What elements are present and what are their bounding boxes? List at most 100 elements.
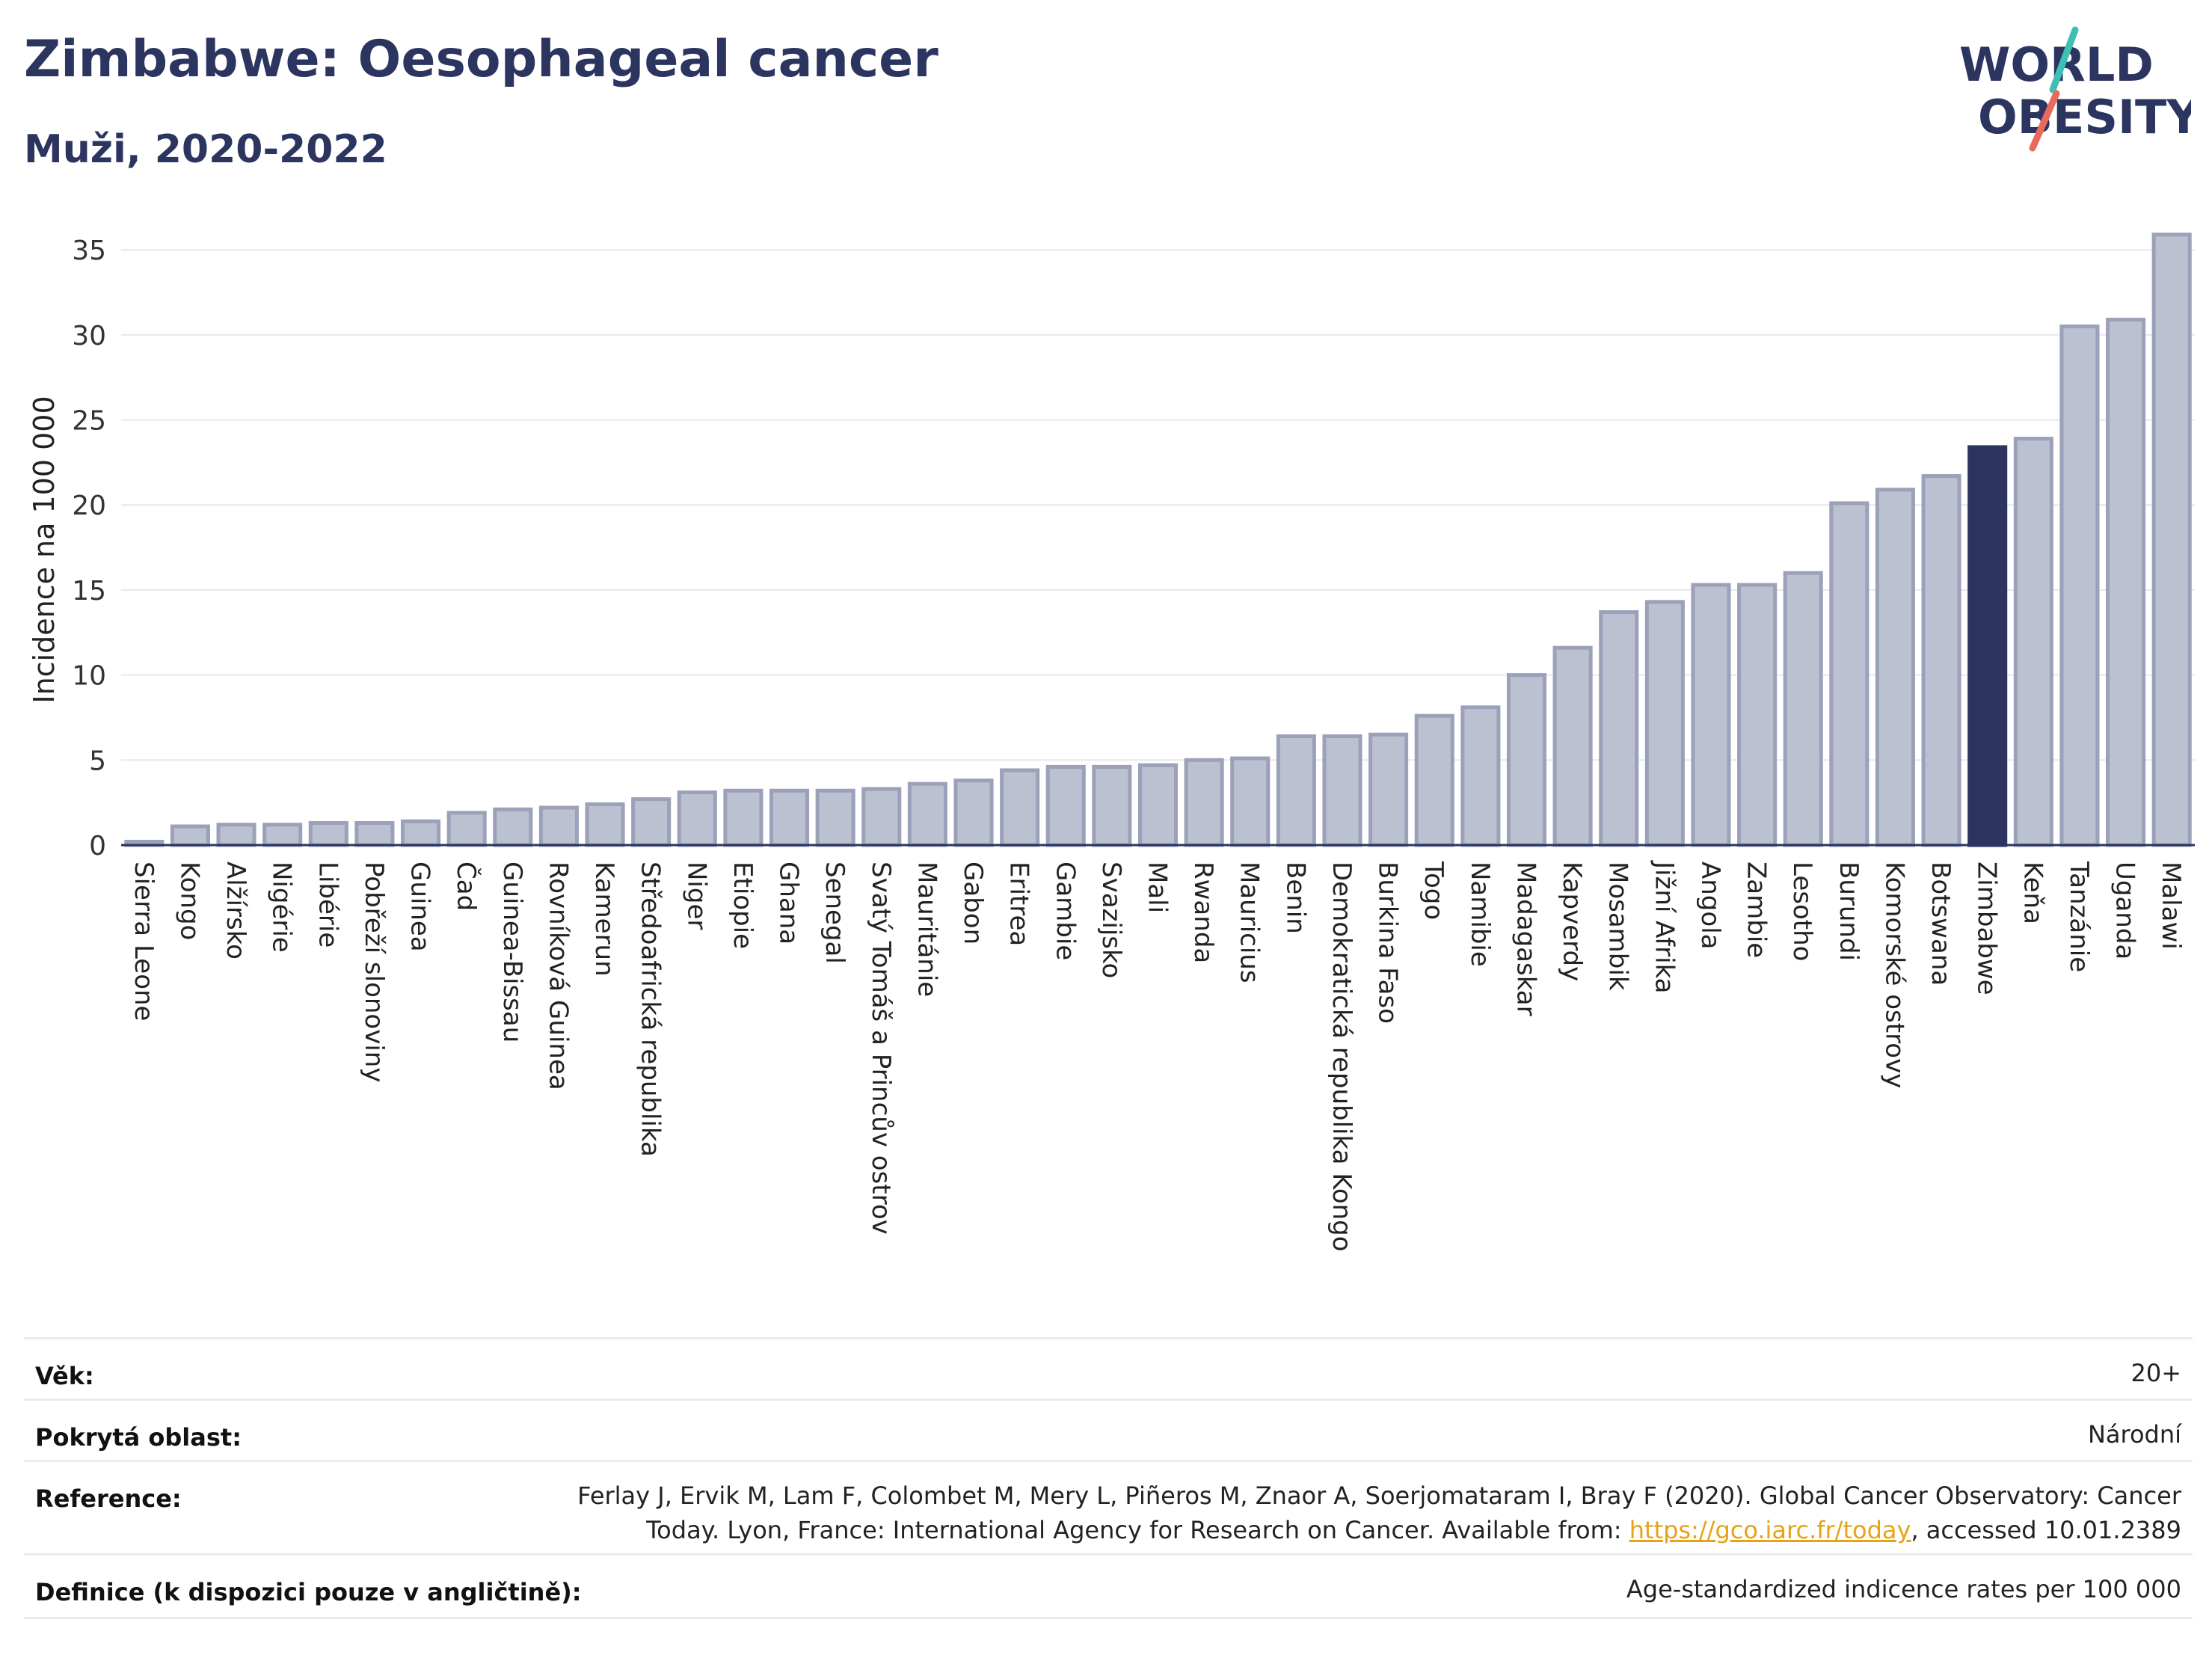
meta-row: Pokrytá oblast: Národní bbox=[24, 1398, 2193, 1462]
bar-niger bbox=[677, 790, 717, 847]
bar-madagaskar bbox=[1506, 673, 1547, 847]
bar-gambie bbox=[1045, 764, 1086, 847]
x-tick-label: Sierra Leone bbox=[129, 862, 159, 1021]
y-tick-label: 30 bbox=[72, 321, 106, 351]
x-tick-label: Madagaskar bbox=[1511, 862, 1540, 1016]
x-tick-label: Kapverdy bbox=[1557, 862, 1587, 981]
x-tick-label: Burkina Faso bbox=[1373, 862, 1403, 1024]
x-tick-label: Gambie bbox=[1050, 862, 1080, 960]
bar-kamerun bbox=[585, 802, 625, 847]
x-tick-label: Svatý Tomáš a Princův ostrov bbox=[866, 862, 896, 1235]
bar-burundi bbox=[1829, 501, 1870, 847]
bar-angola bbox=[1691, 583, 1731, 847]
bar-rwanda bbox=[1184, 758, 1224, 847]
x-tick-label: Eritrea bbox=[1004, 862, 1034, 946]
x-tick-label: Mauritánie bbox=[912, 862, 941, 997]
bar-uganda bbox=[2106, 317, 2146, 847]
x-tick-label: Etiopie bbox=[728, 862, 758, 949]
meta-divider bbox=[24, 1617, 2193, 1619]
bar-demokratická-republika-kongo bbox=[1322, 734, 1362, 847]
x-tick-label: Mauricius bbox=[1235, 862, 1265, 983]
bar-středoafrická-republika bbox=[631, 797, 672, 847]
bar-chart: 0 5 10 15 20 25 30 35 Incidence na 100 000 Sierra… bbox=[28, 233, 2195, 1252]
bar-mauritánie bbox=[907, 782, 947, 847]
x-tick-label: Gabon bbox=[958, 862, 988, 945]
bar-zambie bbox=[1737, 583, 1778, 847]
x-tick-label: Demokratická republika Kongo bbox=[1327, 862, 1357, 1252]
x-tick-label: Senegal bbox=[820, 862, 850, 964]
bar-komorské-ostrovy bbox=[1875, 488, 1915, 847]
logo-slash-coral bbox=[2029, 90, 2060, 152]
meta-row: Reference: Ferlay J, Ervik M, Lam F, Colo… bbox=[24, 1460, 2193, 1556]
bar-namibie bbox=[1460, 705, 1501, 847]
x-tick-label: Uganda bbox=[2110, 862, 2140, 959]
x-tick-label: Nigérie bbox=[267, 862, 297, 953]
bar-mauricius bbox=[1230, 756, 1271, 847]
bar-čad bbox=[446, 811, 487, 847]
y-tick-label: 5 bbox=[89, 746, 106, 776]
x-tick-label: Zimbabwe bbox=[1972, 862, 2002, 995]
bar-guinea-bissau bbox=[493, 807, 533, 847]
x-tick-label: Zambie bbox=[1742, 862, 1772, 958]
meta-value: Ferlay J, Ervik M, Lam F, Colombet M, Me… bbox=[577, 1481, 2181, 1544]
x-tick-label: Keňa bbox=[2018, 862, 2047, 924]
meta-label: Definice (k dispozici pouze v angličtině… bbox=[35, 1578, 582, 1606]
logo-line2: OBESITY bbox=[1978, 90, 2191, 144]
bar-eritrea bbox=[1000, 768, 1040, 847]
x-tick-label: Malawi bbox=[2156, 862, 2186, 950]
x-tick-label: Jižní Afrika bbox=[1649, 860, 1679, 994]
x-tick-label: Alžírsko bbox=[221, 862, 251, 959]
bar-burkina-faso bbox=[1368, 732, 1409, 847]
bar-keňa bbox=[2013, 437, 2053, 847]
bar-malawi bbox=[2151, 233, 2192, 847]
meta-label: Reference: bbox=[35, 1484, 182, 1513]
x-tick-label: Komorské ostrovy bbox=[1879, 862, 1909, 1088]
meta-label: Věk: bbox=[35, 1362, 94, 1390]
y-tick-label: 0 bbox=[89, 831, 106, 862]
x-tick-label: Mosambik bbox=[1603, 862, 1633, 991]
page-title: Zimbabwe: Oesophageal cancer bbox=[24, 30, 938, 89]
logo-slash-teal bbox=[2049, 26, 2079, 93]
x-tick-label: Mali bbox=[1143, 862, 1173, 913]
x-tick-label: Čad bbox=[451, 862, 482, 911]
bar-mali bbox=[1137, 763, 1179, 847]
x-tick-label: Ghana bbox=[774, 862, 804, 945]
x-tick-label: Lesotho bbox=[1787, 862, 1817, 961]
bar-zimbabwe bbox=[1967, 445, 2008, 847]
meta-row: Definice (k dispozici pouze v angličtině… bbox=[24, 1553, 2193, 1618]
bar-benin bbox=[1276, 734, 1316, 847]
meta-value: Národní bbox=[2087, 1420, 2181, 1449]
y-tick-label: 25 bbox=[72, 406, 106, 437]
bar-mosambik bbox=[1599, 610, 1639, 847]
x-tick-label: Středoafrická republika bbox=[636, 862, 666, 1157]
bar-alžírsko bbox=[216, 823, 256, 847]
x-tick-label: Benin bbox=[1280, 862, 1310, 934]
bar-libérie bbox=[308, 820, 348, 847]
x-tick-label: Svazijsko bbox=[1096, 862, 1126, 978]
meta-value: Age-standardized indicence rates per 100… bbox=[1626, 1575, 2181, 1603]
bar-gabon bbox=[953, 779, 994, 847]
x-tick-label: Rovníková Guinea bbox=[543, 862, 573, 1090]
y-tick-label: 35 bbox=[72, 236, 106, 266]
bar-pobřeží-slonoviny bbox=[354, 820, 395, 847]
bar-kongo bbox=[170, 824, 210, 847]
bar-svazijsko bbox=[1092, 764, 1132, 847]
x-tick-label: Pobřeží slonoviny bbox=[359, 862, 389, 1082]
meta-row: Věk: 20+ bbox=[24, 1337, 2193, 1401]
bar-etiopie bbox=[723, 788, 764, 847]
bar-rovníková-guinea bbox=[538, 805, 579, 847]
bar-lesotho bbox=[1783, 571, 1823, 847]
page-subtitle: Muži, 2020-2022 bbox=[24, 127, 387, 172]
x-tick-label: Niger bbox=[681, 862, 711, 930]
x-tick-label: Angola bbox=[1695, 862, 1725, 949]
x-tick-label: Rwanda bbox=[1188, 862, 1218, 963]
x-tick-label: Botswana bbox=[1926, 862, 1956, 986]
bar-senegal bbox=[815, 788, 855, 847]
bar-svatý-tomáš-a-princův-ostrov bbox=[861, 787, 902, 847]
meta-value: 20+ bbox=[2130, 1359, 2181, 1387]
meta-label: Pokrytá oblast: bbox=[35, 1423, 242, 1452]
y-tick-label: 10 bbox=[72, 661, 106, 692]
reference-link[interactable]: https://gco.iarc.fr/today bbox=[1629, 1516, 1911, 1544]
bar-tanzánie bbox=[2059, 324, 2100, 847]
bar-guinea bbox=[401, 819, 441, 847]
